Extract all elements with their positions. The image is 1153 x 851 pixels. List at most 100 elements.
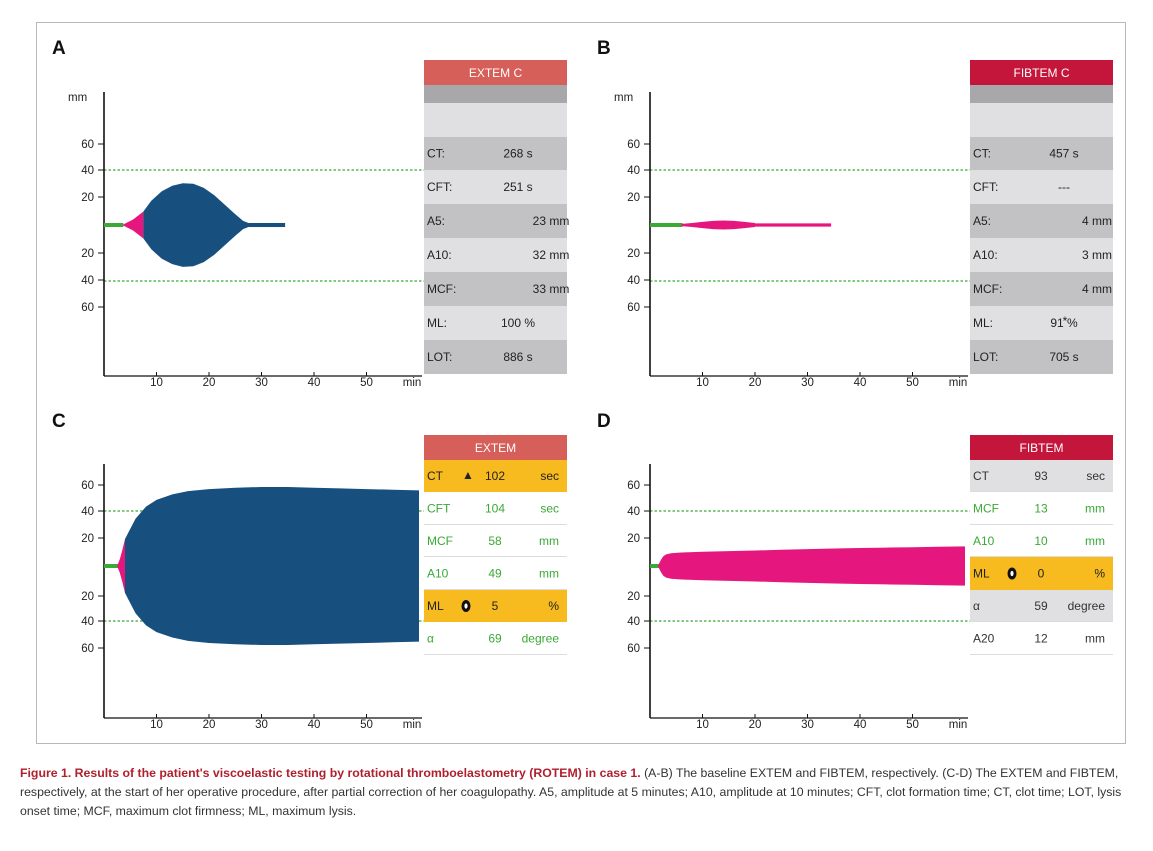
row-label: CFT: (427, 180, 452, 194)
row-label: A20 (973, 632, 995, 646)
table-row-bg (424, 272, 567, 306)
y-tick-label: 60 (81, 643, 94, 655)
table-row-bg (970, 525, 1113, 557)
row-label: MCF (973, 502, 999, 516)
row-label: LOT: (427, 350, 452, 364)
clot-formation-area (117, 539, 125, 593)
y-tick-label: 40 (627, 506, 640, 518)
row-value: 10 (1034, 534, 1048, 548)
row-value: 12 (1034, 632, 1048, 646)
row-value: 5 (492, 599, 499, 613)
table-row-bg (970, 590, 1113, 622)
row-label: ML (427, 599, 444, 613)
panel-b: Bmm 60 40 20 20 40 60 10 20 30 40 50 min FIBTEM C CT: 4… (597, 38, 1113, 389)
table-row: ML: *91 % (970, 306, 1113, 340)
row-value-unit: mm (546, 282, 569, 296)
row-label: MCF: (427, 282, 456, 296)
row-marker: ▲ (462, 468, 474, 482)
row-label: CT: (427, 147, 445, 161)
row-label: CFT (427, 502, 451, 516)
caption-text: (A-B) The baseline EXTEM and FIBTEM, res… (20, 766, 1122, 818)
row-value: 23 mm (533, 214, 570, 228)
table-row-bg (424, 492, 567, 525)
row-label: A5: (973, 214, 991, 228)
table-row-bg (424, 103, 567, 137)
row-unit: degree (1068, 599, 1106, 613)
row-value-number: --- (1058, 180, 1070, 194)
table-row-bg (970, 170, 1113, 204)
row-unit: mm (1085, 632, 1105, 646)
x-tick-label: 40 (308, 719, 321, 731)
table-row-bg (970, 340, 1113, 374)
x-tick-label: 10 (696, 719, 709, 731)
x-tick-label: 10 (150, 377, 163, 389)
row-label: A10: (427, 248, 452, 262)
row-value-number: 251 (503, 180, 523, 194)
y-tick-label: 60 (81, 480, 94, 492)
row-unit: % (1094, 567, 1105, 581)
ring-marker-hole (464, 603, 468, 609)
figure-caption: Figure 1. Results of the patient's visco… (20, 764, 1135, 821)
row-unit: mm (539, 534, 559, 548)
table-row-bg (970, 272, 1113, 306)
row-value-number: 4 (1082, 214, 1089, 228)
row-value-unit: mm (546, 248, 569, 262)
table-title: FIBTEM C (1014, 66, 1070, 80)
row-label: LOT: (973, 350, 998, 364)
caption-lead: Figure 1. Results of the patient's visco… (20, 766, 641, 780)
row-value-unit: s (523, 350, 532, 364)
y-tick-label: 60 (81, 139, 94, 151)
row-value: 3 mm (1082, 248, 1112, 262)
y-tick-label: 40 (81, 275, 94, 287)
row-value-unit: mm (546, 214, 569, 228)
table-row-bg (424, 137, 567, 170)
table-row: A10: 32 mm (424, 238, 569, 272)
table-row-bg (424, 306, 567, 340)
table-row: MCF: 4 mm (970, 272, 1113, 306)
x-tick-label: 30 (801, 377, 814, 389)
table-row: ML 5% (424, 590, 567, 622)
parameter-table: FIBTEM CT 93 sec MCF 13 mm A10 10 mm ML 0 % α 59 degree… (970, 435, 1113, 655)
row-value: 102 (485, 469, 505, 483)
x-tick-label: 50 (360, 377, 373, 389)
table-row: CFT: --- (970, 170, 1113, 204)
y-tick-label: 40 (627, 165, 640, 177)
row-value: 457 s (1049, 147, 1078, 161)
row-value-unit: s (523, 147, 532, 161)
table-row (424, 103, 567, 137)
table-title: FIBTEM (1020, 441, 1064, 455)
clot-firmness-area (657, 546, 965, 586)
table-row: LOT: 705 s (970, 340, 1113, 374)
table-row-bg (424, 238, 567, 272)
x-tick-label: 30 (255, 719, 268, 731)
table-row-bg (424, 460, 567, 492)
x-tick-label: 10 (150, 719, 163, 731)
x-axis-label: min (949, 377, 968, 389)
row-label: α (973, 599, 980, 613)
table-row-bg (424, 622, 567, 655)
row-value-number: 33 (533, 282, 547, 296)
row-value-unit: % (1064, 316, 1078, 330)
row-value-unit: s (1069, 350, 1078, 364)
panel-letter: A (52, 38, 66, 59)
x-tick-label: 50 (906, 719, 919, 731)
table-row-bg (970, 557, 1113, 590)
table-row: A20 12 mm (970, 622, 1113, 655)
row-value: 91 % (1050, 316, 1078, 330)
table-header (970, 60, 1113, 85)
y-tick-label: 20 (81, 248, 94, 260)
row-value-number: 23 (533, 214, 547, 228)
table-row: CFT 104 sec (424, 492, 567, 525)
table-header (970, 435, 1113, 460)
row-value: 100 % (501, 316, 535, 330)
row-value: 4 mm (1082, 214, 1112, 228)
row-unit: degree (522, 632, 560, 646)
row-label: CT: (973, 147, 991, 161)
row-value: 58 (488, 534, 502, 548)
table-row: CT: 268 s (424, 137, 567, 170)
x-tick-label: 40 (854, 377, 867, 389)
table-row-bg (970, 85, 1113, 103)
row-label: CFT: (973, 180, 998, 194)
row-value-unit: s (523, 180, 532, 194)
clot-firmness-area (125, 487, 419, 645)
